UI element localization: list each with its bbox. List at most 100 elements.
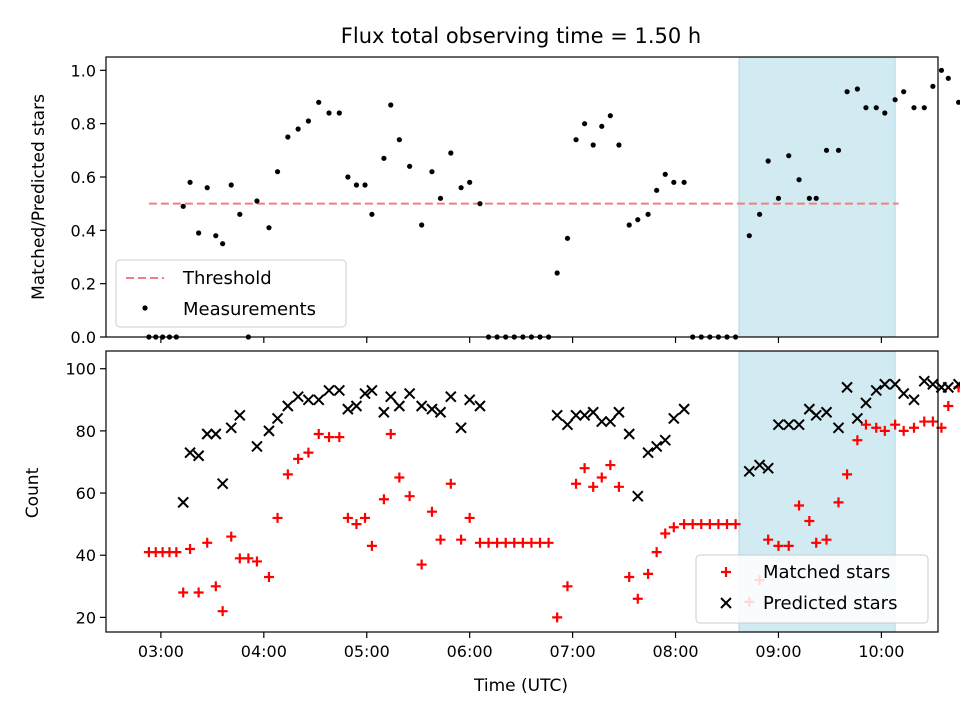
- matched-star-point: [696, 519, 707, 530]
- matched-star-point: [919, 416, 930, 427]
- measurement-point: [955, 99, 960, 105]
- matched-star-point: [579, 463, 590, 474]
- matched-star-point: [535, 537, 546, 548]
- predicted-star-point: [359, 387, 371, 400]
- predicted-star-point: [743, 465, 756, 478]
- matched-star-point: [243, 553, 254, 564]
- bottom-y-tick-label: 20: [76, 608, 96, 627]
- matched-star-point: [445, 478, 456, 489]
- measurement-point: [746, 233, 752, 239]
- matched-star-point: [643, 568, 654, 579]
- matched-star-point: [898, 425, 909, 436]
- top-y-tick-label: 0.6: [71, 168, 96, 187]
- measurement-point: [345, 174, 351, 180]
- predicted-star-point: [793, 418, 805, 431]
- predicted-star-point: [445, 390, 457, 403]
- top-panel: 0.0 0.2 0.4 0.6 0.8 1.0 Threshold Measurements: [71, 56, 960, 347]
- measurement-point: [806, 195, 812, 201]
- matched-star-point: [334, 432, 345, 443]
- matched-star-point: [721, 519, 732, 530]
- predicted-star-point: [596, 415, 608, 428]
- predicted-star-point: [192, 450, 205, 462]
- measurement-point: [938, 67, 945, 73]
- predicted-star-point: [642, 446, 654, 459]
- matched-star-point: [552, 612, 563, 623]
- predicted-star-point: [810, 409, 822, 422]
- measurement-point: [573, 137, 579, 143]
- measurement-point: [796, 177, 802, 183]
- measurement-point: [756, 211, 763, 217]
- matched-star-point: [783, 540, 794, 551]
- matched-star-point: [282, 469, 293, 480]
- predicted-star-point: [463, 394, 476, 406]
- matched-star-point: [404, 491, 415, 502]
- top-legend-box: [115, 259, 347, 328]
- matched-star-point: [773, 540, 784, 551]
- measurement-point: [945, 75, 951, 81]
- predicted-star-point: [753, 459, 766, 471]
- matched-star-point: [202, 537, 213, 548]
- matched-star-point: [543, 537, 554, 548]
- matched-star-point: [234, 553, 245, 564]
- measurement-point: [407, 163, 413, 169]
- measurement-point: [681, 179, 687, 185]
- measurement-point: [599, 123, 605, 129]
- top-y-axis-label: Matched/Predicted stars: [29, 94, 49, 300]
- matched-star-point: [217, 606, 228, 617]
- predicted-star-point: [378, 406, 390, 418]
- matched-star-point: [651, 547, 662, 558]
- predicted-star-point: [578, 409, 591, 422]
- x-tick-label: 08:00: [652, 642, 698, 661]
- measurement-point: [626, 222, 632, 228]
- predicted-star-point: [551, 409, 563, 422]
- predicted-star-point: [927, 378, 939, 390]
- bottom-legend-box: [695, 554, 929, 624]
- matched-star-point: [596, 472, 607, 483]
- matched-star-point: [763, 534, 774, 545]
- measurement-point: [353, 182, 360, 188]
- measurement-point: [654, 187, 660, 193]
- x-tick-label: 07:00: [550, 642, 596, 661]
- predicted-star-point: [613, 406, 625, 418]
- predicted-star-point: [455, 422, 467, 434]
- predicted-star-point: [650, 440, 663, 453]
- matched-star-point: [251, 556, 262, 567]
- predicted-star-point: [952, 378, 960, 390]
- measurement-point: [220, 241, 226, 247]
- top-y-tick-label: 1.0: [71, 61, 96, 80]
- matched-star-point: [272, 512, 283, 523]
- measurement-point: [396, 137, 402, 143]
- measurement-point: [892, 97, 898, 103]
- measurement-point: [196, 230, 202, 236]
- measurement-point: [835, 147, 842, 153]
- measurement-point: [285, 134, 291, 140]
- matched-star-point: [852, 435, 863, 446]
- measurement-point: [467, 179, 473, 185]
- measurement-point: [381, 155, 387, 161]
- matched-star-point: [185, 544, 196, 555]
- measurement-point: [369, 211, 375, 217]
- predicted-star-point: [908, 394, 920, 406]
- matched-star-point: [860, 419, 871, 430]
- measurement-point: [873, 105, 879, 111]
- measurement-point: [180, 203, 186, 209]
- matched-star-point: [394, 472, 405, 483]
- predicted-star-point: [415, 400, 428, 412]
- measurement-point: [921, 105, 927, 111]
- matched-star-point: [178, 587, 189, 598]
- predicted-star-point: [762, 462, 774, 474]
- bottom-y-axis-label: Count: [23, 467, 43, 518]
- predicted-star-point: [570, 409, 582, 422]
- measurement-point: [362, 182, 368, 188]
- measurement-point: [901, 89, 907, 95]
- measurement-point: [607, 113, 613, 119]
- predicted-star-point: [772, 418, 785, 431]
- top-plot-frame: [105, 56, 939, 338]
- matched-star-point: [474, 537, 485, 548]
- measurement-point: [305, 118, 312, 124]
- measurement-point: [274, 169, 281, 175]
- measurement-point: [316, 99, 322, 105]
- matched-star-point: [171, 547, 182, 558]
- legend-predicted-label: Predicted stars: [763, 593, 897, 614]
- matched-star-point: [624, 571, 635, 582]
